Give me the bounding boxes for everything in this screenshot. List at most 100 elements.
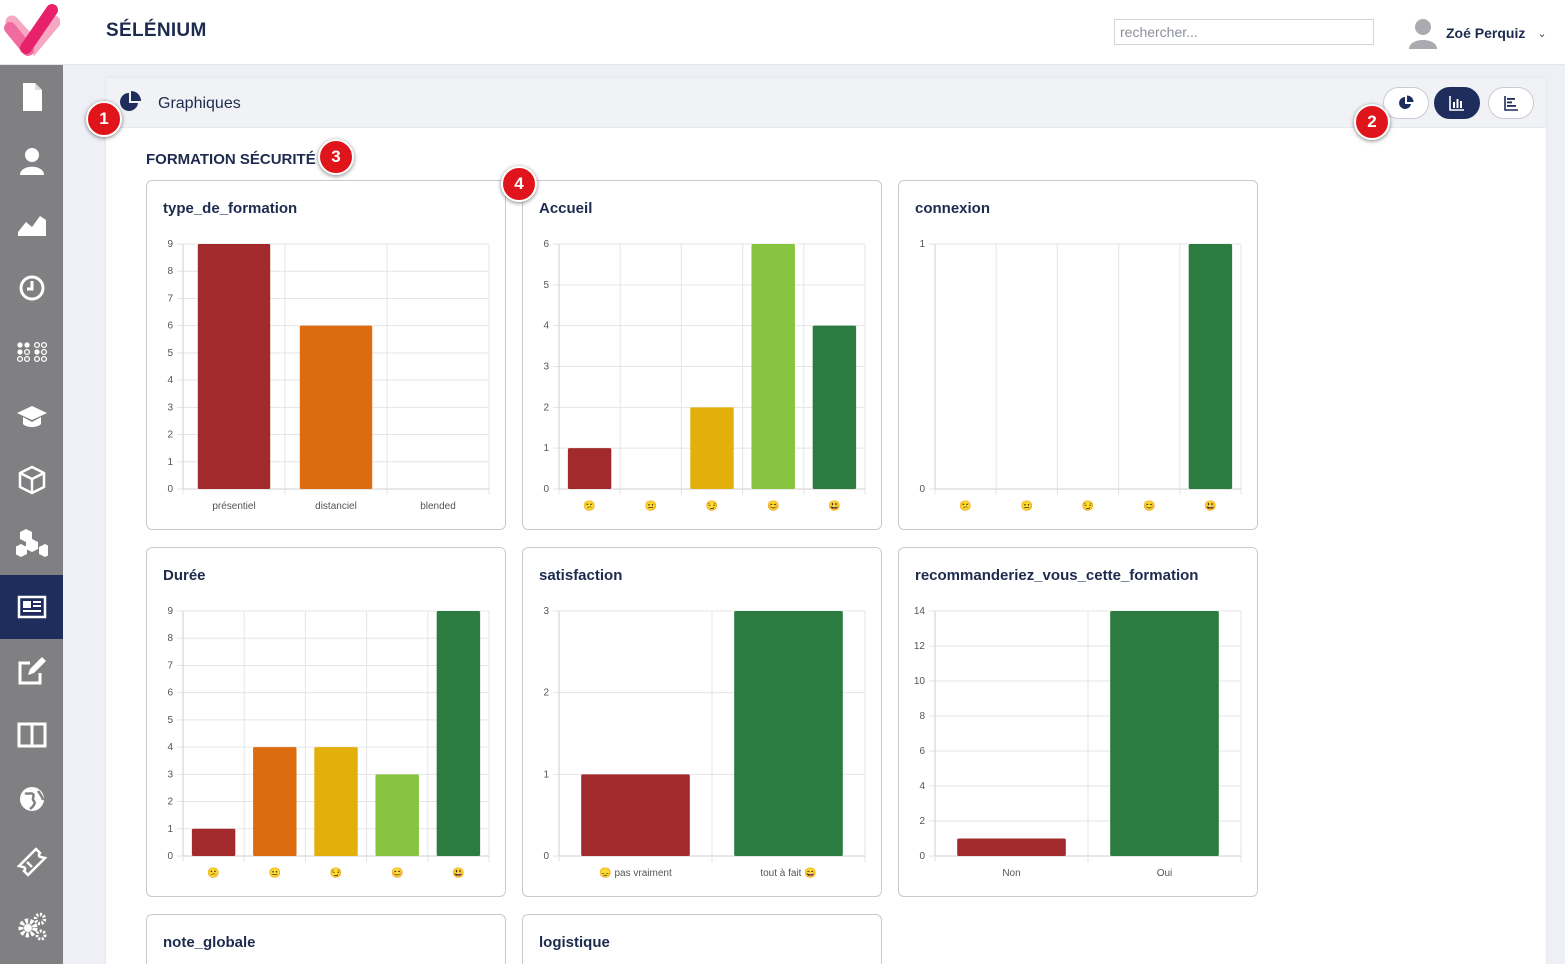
sidebar-item-trainings[interactable] [0,384,63,448]
bar[interactable] [1188,244,1233,489]
y-tick-label: 1 [543,443,549,454]
pie-chart-icon [120,91,141,111]
bar-chart: 0 1 2 3 😞 pas vraiment tout à fait 😄 [543,606,866,879]
sidebar-item-statistics[interactable] [0,193,63,257]
bar[interactable] [581,774,690,856]
bar[interactable] [957,838,1066,857]
y-tick-label: 9 [167,606,173,617]
app-logo-icon[interactable] [4,2,60,64]
bar[interactable] [299,325,373,489]
y-tick-label: 4 [167,742,173,753]
y-tick-label: 8 [919,711,925,722]
y-tick-label: 1 [543,769,549,780]
sidebar-item-settings[interactable] [0,894,63,958]
y-tick-label: 0 [543,484,549,495]
y-tick-label: 3 [543,606,549,617]
sidebar-item-products[interactable] [0,448,63,512]
bar[interactable] [1110,611,1219,856]
user-icon [19,147,44,175]
bar-view-button[interactable] [1434,87,1480,119]
bar-chart: 0 1 2 3 4 5 6 7 8 9 présentiel distanciel blended [167,239,490,512]
bar[interactable] [812,325,857,489]
sidebar-item-reports[interactable] [0,575,63,640]
sidebar-item-history[interactable] [0,256,63,320]
section-title: FORMATION SÉCURITÉ [146,151,316,168]
sidebar-item-documents[interactable] [0,65,63,129]
y-tick-label: 0 [167,851,173,862]
y-tick-label: 6 [167,688,173,699]
y-tick-label: 5 [543,280,549,291]
x-tick-label: 😕 [959,500,971,512]
chart-card: note_globale [146,914,506,964]
list-view-button[interactable] [1488,87,1534,119]
bar[interactable] [375,774,419,856]
x-tick-label: distanciel [315,501,357,512]
search-input[interactable] [1114,19,1374,45]
sidebar-item-edit[interactable] [0,639,63,703]
bar-chart: 0 1 2 3 4 5 6 😕 😐 😏 😊 😃 [543,239,866,512]
y-tick-label: 0 [919,851,925,862]
bar[interactable] [314,747,358,856]
bar-chart: 0 2 4 6 8 10 12 14 Non Oui [914,606,1242,879]
bar[interactable] [197,244,271,489]
sidebar-item-catalog[interactable] [0,512,63,576]
user-menu[interactable]: Zoé Perquiz ⌄ [1408,16,1547,50]
dots-grid-icon [16,342,47,363]
sidebar-item-web[interactable] [0,767,63,831]
annotation-marker: 4 [501,166,537,202]
newspaper-icon [17,596,46,619]
y-tick-label: 2 [543,688,549,699]
bar[interactable] [191,828,236,856]
y-tick-label: 1 [919,239,925,250]
x-tick-label: 😃 [1204,500,1216,512]
x-tick-label: Non [1002,868,1020,879]
y-tick-label: 6 [543,239,549,250]
y-tick-label: 5 [167,715,173,726]
bar[interactable] [734,611,843,856]
sidebar-item-layout[interactable] [0,703,63,767]
y-tick-label: 6 [167,321,173,332]
y-tick-label: 0 [919,484,925,495]
x-tick-label: 😐 [645,500,657,512]
chart-card: logistique [522,914,882,964]
chart-card: satisfaction 0 1 2 3 😞 pas vraiment tout à fa… [522,547,882,897]
bar[interactable] [253,747,297,856]
y-tick-label: 2 [167,430,173,441]
chart-title: Accueil [539,200,593,217]
x-tick-label: présentiel [212,501,255,512]
annotation-marker: 3 [318,139,354,175]
x-tick-label: 😃 [828,500,840,512]
user-name: Zoé Perquiz [1446,25,1526,41]
x-tick-label: 😃 [452,867,464,879]
x-tick-label: 😞 pas vraiment [599,867,672,879]
x-tick-label: 😐 [1021,500,1033,512]
y-tick-label: 2 [543,402,549,413]
annotation-marker: 2 [1354,104,1390,140]
pie-view-button[interactable] [1383,87,1429,119]
sidebar-item-tickets[interactable] [0,831,63,895]
sidebar-item-modules[interactable] [0,320,63,384]
x-tick-label: 😊 [767,500,779,512]
bar[interactable] [567,448,612,489]
y-tick-label: 4 [543,321,549,332]
bar[interactable] [436,611,481,856]
graduation-cap-icon [16,405,47,427]
y-tick-label: 8 [167,633,173,644]
x-tick-label: 😏 [706,500,718,512]
bar[interactable] [690,407,734,489]
y-tick-label: 2 [919,816,925,827]
chart-title: logistique [539,934,610,951]
clock-icon [19,275,44,301]
area-chart-icon [17,216,46,237]
app-title: SÉLÉNIUM [106,20,207,41]
sidebar-item-users[interactable] [0,129,63,193]
y-tick-label: 3 [167,402,173,413]
bar[interactable] [751,244,795,489]
panel-title: Graphiques [158,95,241,112]
y-tick-label: 0 [543,851,549,862]
chart-title: connexion [915,200,991,217]
x-tick-label: 😊 [1143,500,1155,512]
y-tick-label: 5 [167,348,173,359]
avatar-icon [1409,19,1437,49]
chart-card: type_de_formation 0 1 2 3 4 5 6 7 8 9 présentiel di… [146,180,506,530]
